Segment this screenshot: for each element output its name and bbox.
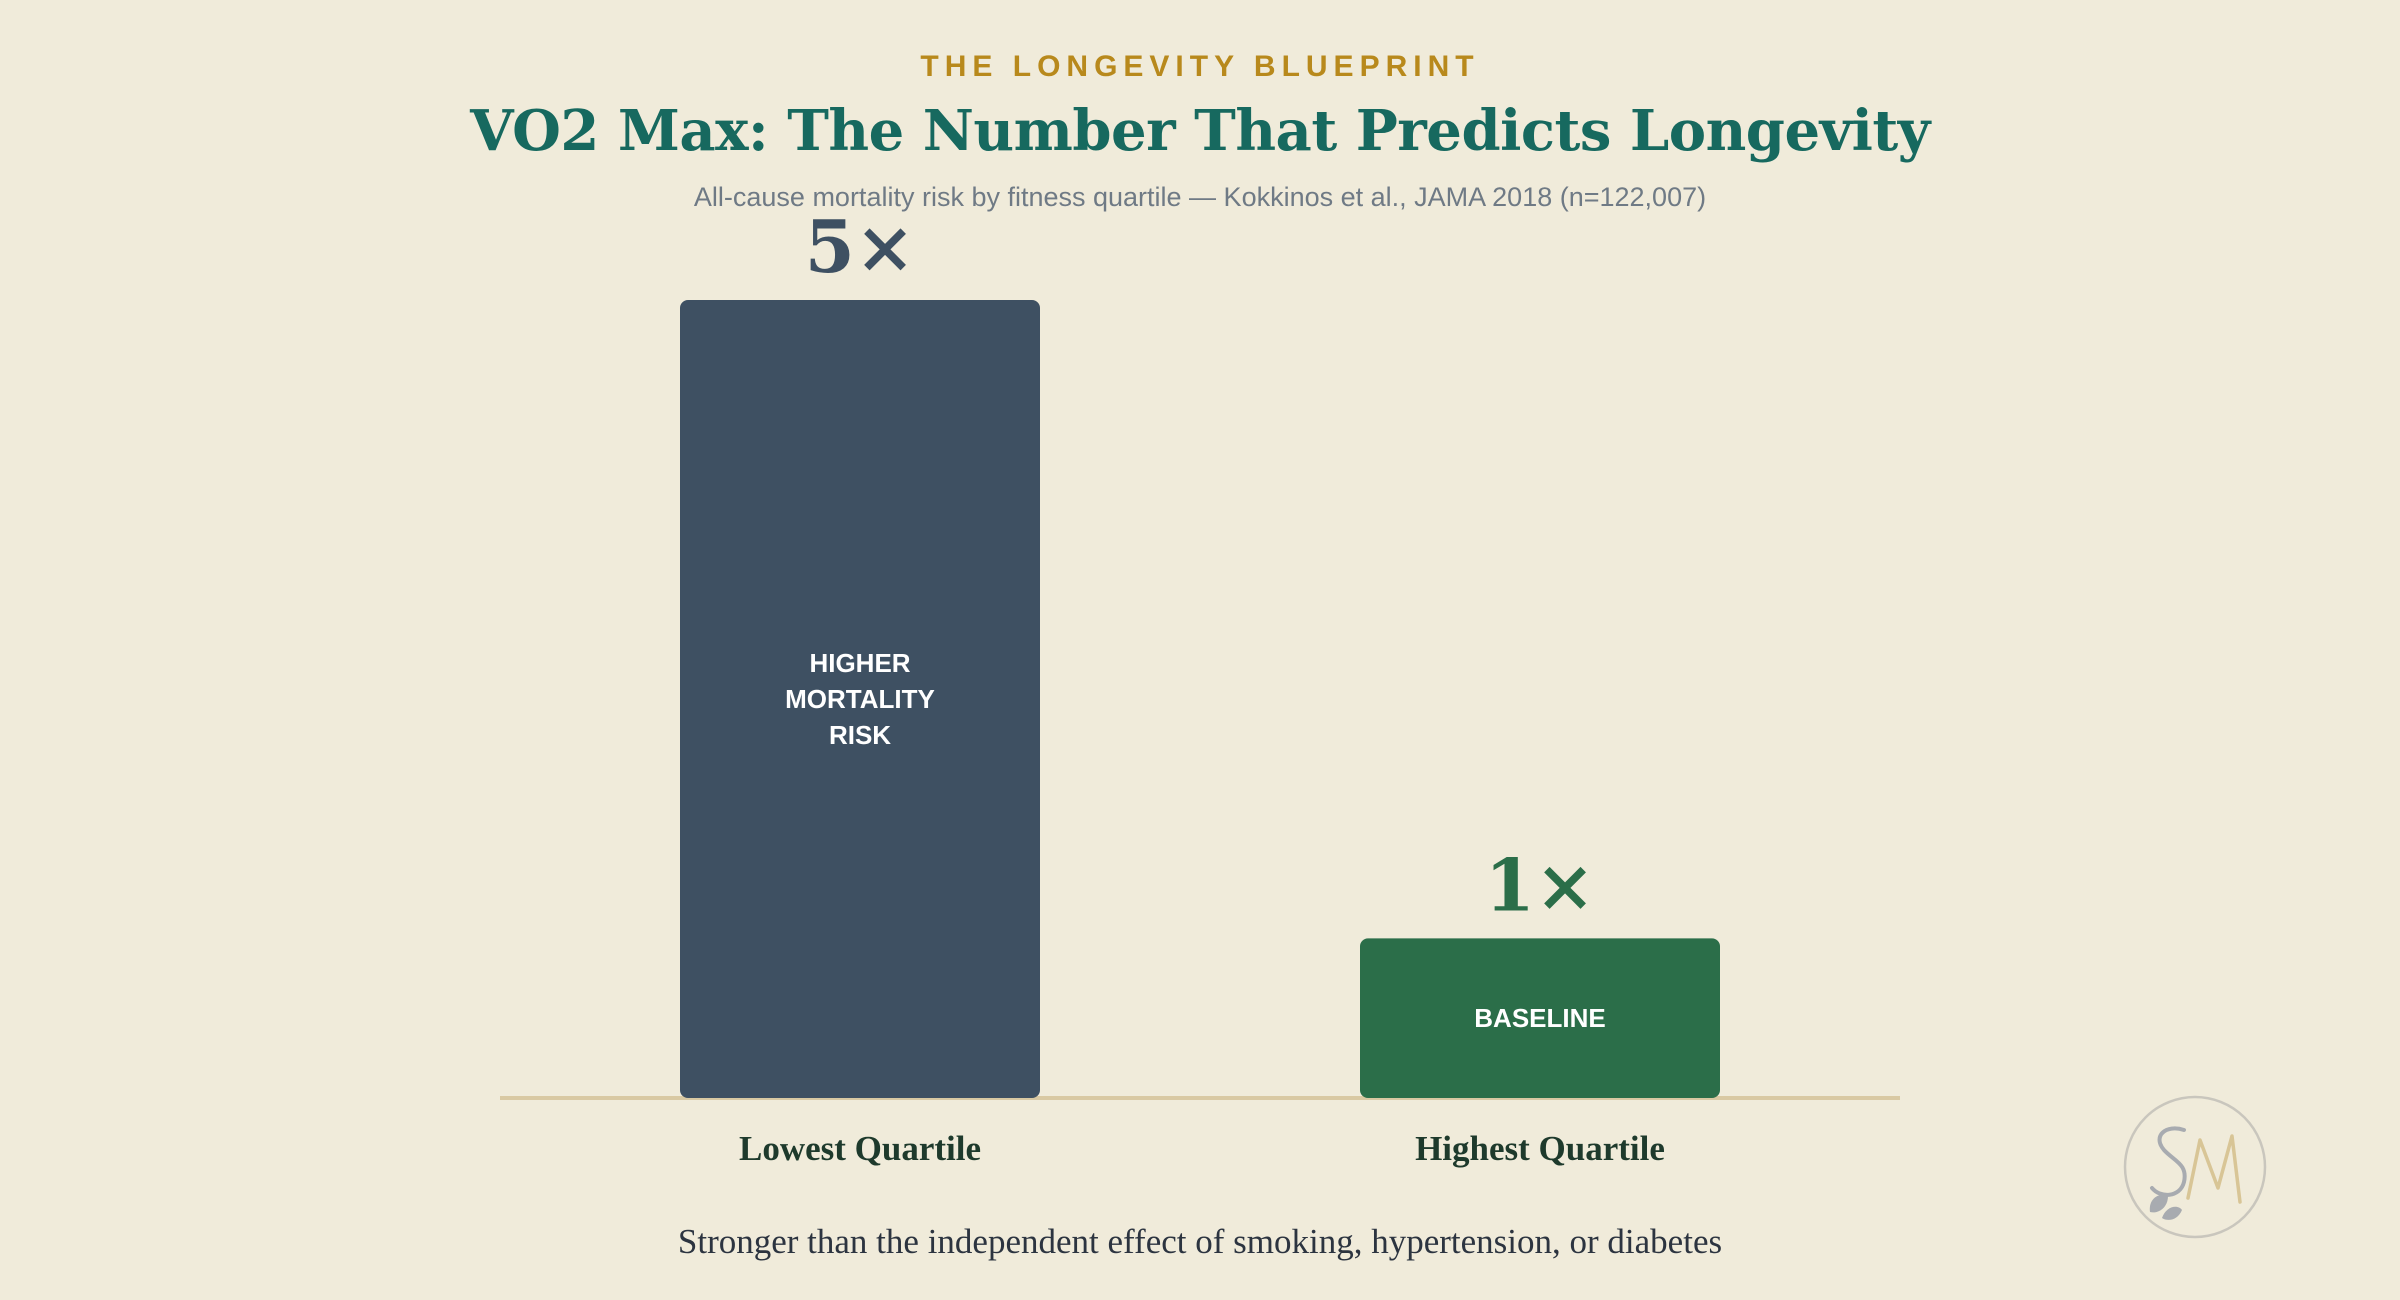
value-label-lowest-quartile: 5× [805,204,915,289]
footer-note: Stronger than the independent effect of … [677,1222,1723,1261]
bar-text-lowest-quartile-2: MORTALITY [785,684,935,714]
category-label-highest-quartile: Highest Quartile [1415,1129,1665,1168]
category-label-lowest-quartile: Lowest Quartile [739,1129,981,1168]
bar-highest-quartile [1360,938,1720,1098]
sm-monogram-logo-icon [2123,1095,2267,1239]
page-title: VO2 Max: The Number That Predicts Longev… [470,98,1930,164]
value-label-highest-quartile: 1× [1485,842,1595,927]
eyebrow-label: THE LONGEVITY BLUEPRINT [920,50,1480,83]
bar-lowest-quartile [680,300,1040,1098]
bar-text-lowest-quartile-3: RISK [829,720,891,750]
chart-subtitle: All-cause mortality risk by fitness quar… [693,182,1707,212]
bar-text-lowest-quartile-1: HIGHER [809,648,910,678]
bar-text-highest-quartile-1: BASELINE [1474,1003,1605,1033]
